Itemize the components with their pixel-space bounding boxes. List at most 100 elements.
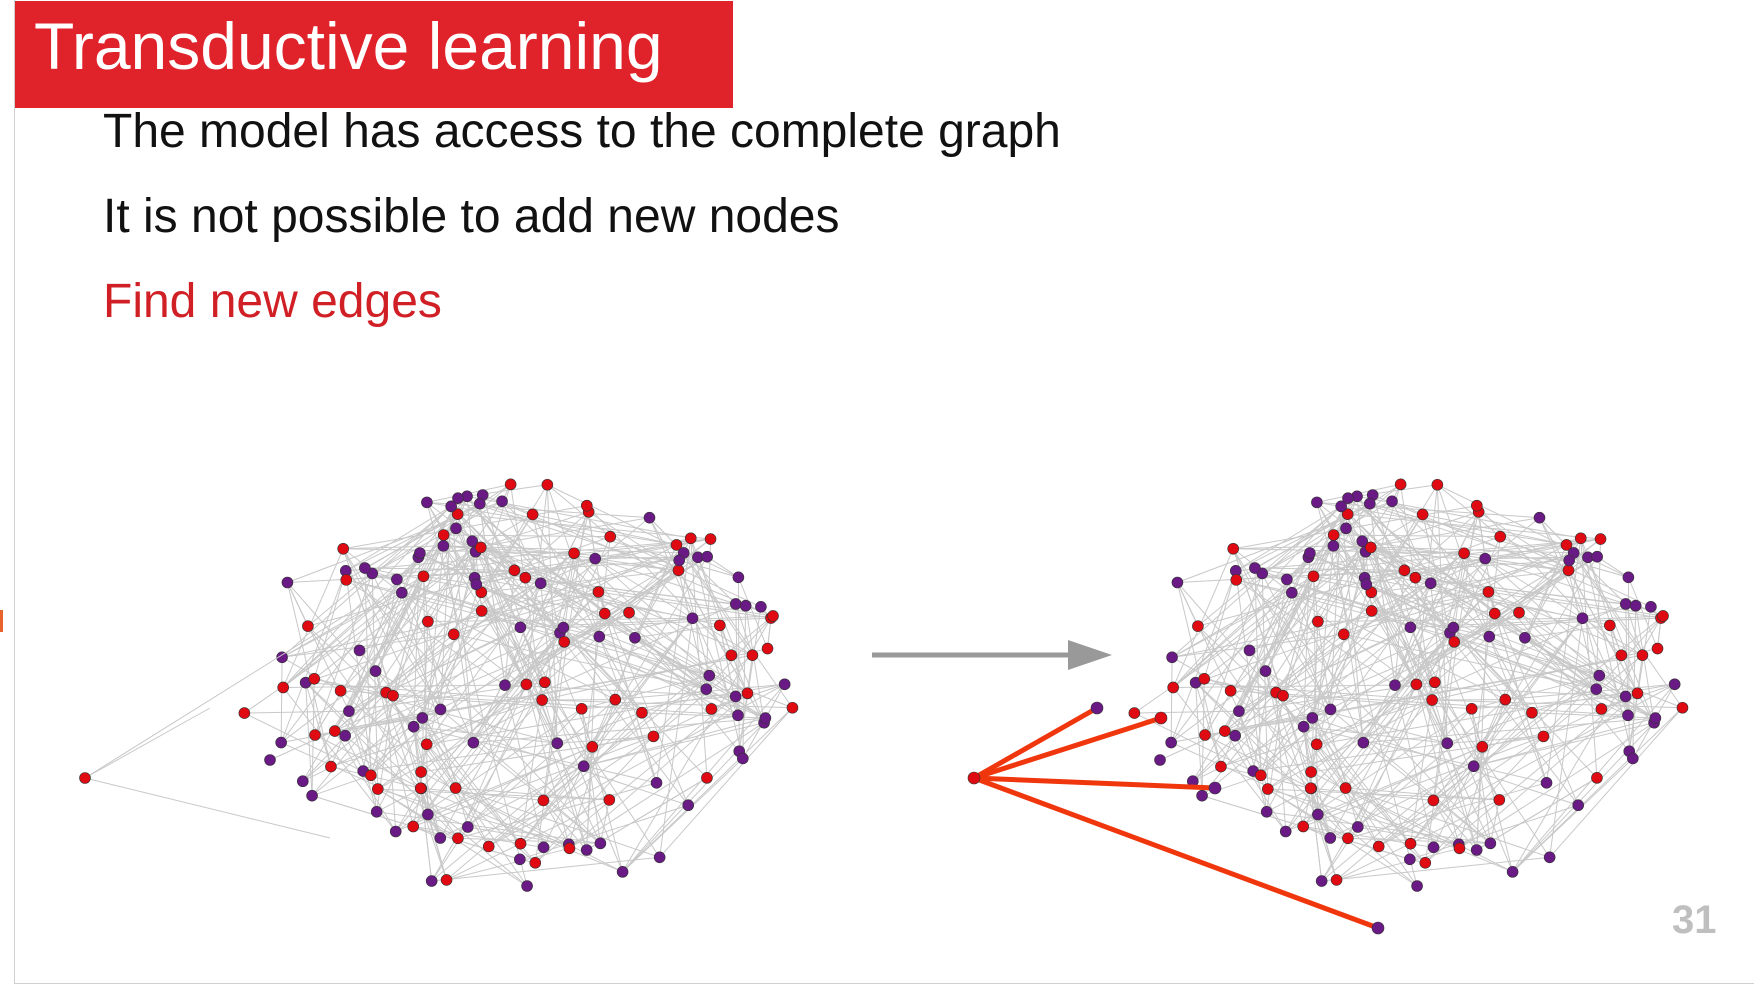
after-node-purple xyxy=(1619,598,1632,610)
after-edge xyxy=(1172,548,1234,688)
after-edge xyxy=(1580,538,1598,778)
before-edge xyxy=(307,505,452,627)
before-edge xyxy=(440,506,452,710)
after-edge xyxy=(1471,695,1626,710)
transition-arrow xyxy=(872,640,1112,670)
after-node-red xyxy=(1230,574,1243,586)
before-node-red xyxy=(563,842,576,855)
before-node-purple xyxy=(281,576,294,589)
before-edge xyxy=(311,774,371,797)
before-edge xyxy=(431,856,660,882)
before-node-red xyxy=(684,532,697,545)
after-edge xyxy=(1170,657,1173,743)
before-edge xyxy=(628,612,748,694)
after-edge xyxy=(1170,570,1237,743)
after-node-red xyxy=(1494,530,1507,543)
after-edge xyxy=(1394,569,1569,686)
after-node-red xyxy=(1215,760,1227,773)
after-edge xyxy=(1394,553,1465,686)
before-edge xyxy=(372,572,710,677)
after-edge xyxy=(1267,538,1601,790)
new-edge xyxy=(972,705,1099,781)
after-node-red xyxy=(1631,687,1644,700)
before-edge xyxy=(455,627,564,789)
after-edge xyxy=(1303,735,1544,827)
before-node-purple xyxy=(473,497,486,510)
before-edge xyxy=(419,495,468,554)
after-node-purple xyxy=(1165,736,1177,749)
after-node-purple xyxy=(1622,571,1635,584)
after-edge xyxy=(1261,573,1331,710)
before-edge xyxy=(334,730,397,832)
before-edge xyxy=(343,548,575,554)
after-node-purple xyxy=(1404,621,1417,634)
before-node-purple xyxy=(682,799,694,812)
before-node-red xyxy=(415,766,427,778)
after-node-purple xyxy=(1619,690,1632,703)
before-edge xyxy=(546,484,558,744)
before-node-red xyxy=(414,782,427,795)
after-edge xyxy=(1261,573,1269,790)
before-node-purple xyxy=(629,631,641,644)
before-node-purple xyxy=(729,690,742,703)
after-node-purple xyxy=(1324,703,1337,716)
after-node-purple xyxy=(1622,709,1634,722)
before-outlier-node xyxy=(79,772,91,784)
before-edge xyxy=(84,707,211,779)
after-node-purple xyxy=(1427,841,1440,854)
after-edge xyxy=(1177,582,1305,728)
before-edge xyxy=(581,675,710,710)
after-node-red xyxy=(1429,676,1441,689)
before-node-purple xyxy=(467,736,480,749)
before-node-red xyxy=(568,547,580,560)
after-edge xyxy=(1409,627,1500,801)
after-node-purple xyxy=(1315,875,1328,887)
after-edge xyxy=(1471,708,1514,872)
before-edge xyxy=(504,556,708,686)
after-node-red xyxy=(1488,607,1501,620)
after-node-red xyxy=(1513,606,1525,619)
before-edge xyxy=(471,540,558,744)
before-node-red xyxy=(337,542,350,555)
before-edge xyxy=(457,497,707,690)
before-edge xyxy=(343,505,587,550)
before-edge xyxy=(597,591,689,806)
after-edge xyxy=(1453,536,1501,643)
after-edge xyxy=(1238,579,1288,712)
before-node-purple xyxy=(499,679,511,691)
before-node-purple xyxy=(778,678,791,691)
after-edge xyxy=(1235,570,1491,844)
after-edge xyxy=(1330,709,1491,844)
after-node-red xyxy=(1128,707,1141,719)
before-node-red xyxy=(277,681,289,694)
after-node-purple xyxy=(1411,880,1423,892)
after-edge xyxy=(1487,591,1548,783)
before-node-purple xyxy=(339,729,351,742)
after-edge xyxy=(1224,730,1287,832)
after-edge xyxy=(1489,799,1500,844)
after-edge xyxy=(1224,552,1311,732)
before-edge xyxy=(376,610,483,813)
before-node-purple xyxy=(759,712,772,724)
before-edge xyxy=(413,735,654,827)
before-edge xyxy=(467,699,616,828)
after-node-red xyxy=(1337,628,1350,641)
after-edge xyxy=(1336,799,1500,881)
before-node-red xyxy=(325,760,337,773)
after-edge xyxy=(1204,573,1263,736)
after-edge xyxy=(1330,506,1342,710)
before-node-red xyxy=(508,564,521,577)
before-edge xyxy=(423,575,477,585)
before-edge xyxy=(362,632,561,772)
before-edge xyxy=(656,538,692,783)
after-node-red xyxy=(1482,586,1495,598)
after-node-purple xyxy=(1196,789,1208,802)
before-edge xyxy=(457,684,527,839)
after-node-purple xyxy=(1297,720,1310,733)
after-edge xyxy=(1596,556,1629,578)
after-node-red xyxy=(1651,642,1664,655)
after-edge xyxy=(1282,695,1472,710)
before-node-purple xyxy=(264,754,276,766)
new-edge-target-node xyxy=(1154,711,1168,725)
after-node-purple xyxy=(1645,601,1657,613)
